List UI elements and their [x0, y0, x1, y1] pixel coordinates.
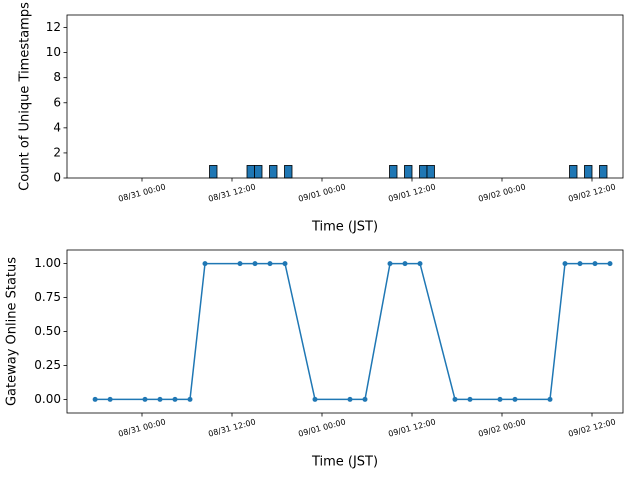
- bar: [419, 165, 428, 179]
- axes-frame: [66, 14, 624, 179]
- x-tick-label: 08/31 12:00: [207, 182, 256, 203]
- bar: [569, 165, 578, 179]
- x-tick-label: 08/31 12:00: [207, 417, 256, 438]
- point: [577, 261, 583, 267]
- point: [347, 396, 353, 402]
- point: [512, 396, 518, 402]
- y-tick-label: 8: [53, 70, 61, 84]
- bar: [254, 165, 263, 179]
- point: [172, 396, 178, 402]
- bar: [584, 165, 593, 179]
- point: [312, 396, 318, 402]
- bar: [246, 165, 255, 179]
- x-tick-label: 08/31 00:00: [117, 182, 166, 203]
- status-line: [95, 262, 610, 401]
- point: [607, 261, 613, 267]
- point: [142, 396, 148, 402]
- y-axis-label: Gateway Online Status: [5, 257, 20, 406]
- x-tick-label: 09/01 00:00: [297, 417, 346, 438]
- bar: [426, 165, 435, 179]
- x-tick-label: 09/02 00:00: [477, 417, 526, 438]
- point: [562, 261, 568, 267]
- point: [417, 261, 423, 267]
- point: [282, 261, 288, 267]
- point: [202, 261, 208, 267]
- x-tick-label: 09/02 12:00: [567, 182, 616, 203]
- point: [452, 396, 458, 402]
- x-tick-label: 09/02 12:00: [567, 417, 616, 438]
- point: [187, 396, 193, 402]
- point: [252, 261, 258, 267]
- x-axis-label: Time (JST): [311, 455, 378, 470]
- bar: [269, 165, 278, 179]
- point: [402, 261, 408, 267]
- y-tick-label: 4: [53, 120, 61, 134]
- y-tick-label: 0.00: [34, 392, 61, 406]
- axes-frame: [66, 249, 624, 414]
- y-tick-label: 0.25: [34, 358, 61, 372]
- point: [362, 396, 368, 402]
- point: [107, 396, 113, 402]
- bar: [209, 165, 218, 179]
- y-axis-label: Count of Unique Timestamps: [18, 2, 33, 191]
- point: [592, 261, 598, 267]
- x-tick-label: 08/31 00:00: [117, 417, 166, 438]
- y-tick-label: 6: [53, 95, 61, 109]
- point: [547, 396, 553, 402]
- x-tick-label: 09/02 00:00: [477, 182, 526, 203]
- bar: [389, 165, 398, 179]
- y-tick-label: 0.75: [34, 290, 61, 304]
- x-tick-label: 09/01 00:00: [297, 182, 346, 203]
- y-tick-label: 0: [53, 171, 61, 185]
- point: [92, 396, 98, 402]
- y-tick-label: 12: [46, 20, 61, 34]
- bar: [599, 165, 608, 179]
- x-tick-label: 09/01 12:00: [387, 417, 436, 438]
- y-tick-label: 1.00: [34, 256, 61, 270]
- point: [467, 396, 473, 402]
- y-tick-label: 10: [46, 45, 61, 59]
- x-axis-label: Time (JST): [311, 220, 378, 235]
- point: [267, 261, 273, 267]
- bar: [404, 165, 413, 179]
- bar: [284, 165, 293, 179]
- y-tick-label: 2: [53, 145, 61, 159]
- y-tick-label: 0.50: [34, 324, 61, 338]
- point: [157, 396, 163, 402]
- point: [387, 261, 393, 267]
- x-tick-label: 09/01 12:00: [387, 182, 436, 203]
- point: [497, 396, 503, 402]
- point: [237, 261, 243, 267]
